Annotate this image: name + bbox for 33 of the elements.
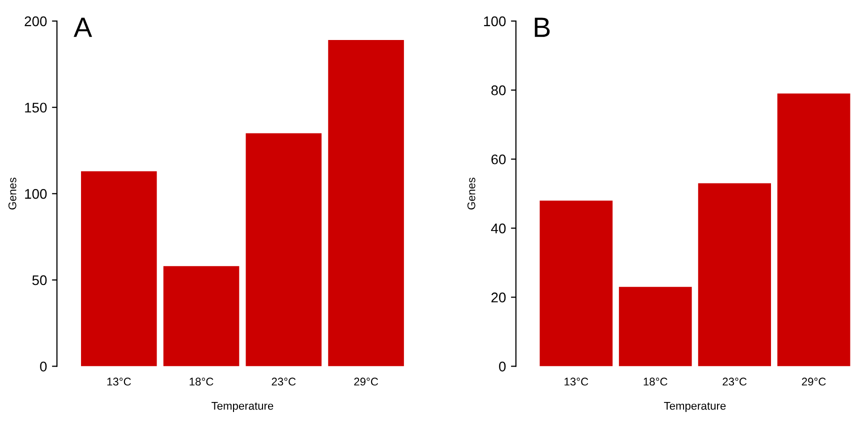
y-axis-title: Genes [467, 178, 476, 210]
y-tick-label: 80 [491, 85, 506, 96]
x-tick-label: 29°C [354, 378, 378, 386]
chart-title: B [534, 18, 550, 37]
y-tick-label: 150 [25, 102, 47, 113]
x-tick-label: 18°C [644, 378, 668, 386]
bar [698, 183, 772, 366]
y-tick-label: 100 [25, 188, 47, 199]
bar [81, 171, 157, 366]
y-axis-title: Genes [8, 178, 16, 210]
y-tick-label: 40 [491, 224, 506, 234]
x-axis-title: Temperature [664, 402, 726, 412]
bar [328, 40, 404, 366]
y-tick-label: 100 [484, 16, 506, 26]
bar [246, 133, 322, 366]
y-tick-label: 60 [491, 154, 506, 164]
x-tick-label: 13°C [564, 378, 588, 386]
x-tick-label: 18°C [190, 378, 214, 386]
bar [163, 266, 240, 366]
x-tick-label: 23°C [272, 378, 296, 386]
x-axis-title: Temperature [212, 402, 274, 412]
chart-title: A [74, 18, 92, 37]
x-tick-label: 13°C [107, 378, 131, 386]
y-tick-label: 20 [491, 292, 506, 302]
y-tick-label: 50 [32, 275, 47, 286]
bar [618, 286, 692, 366]
x-tick-label: 23°C [722, 378, 747, 386]
y-tick-label: 200 [24, 16, 47, 26]
bar [540, 200, 613, 366]
y-tick-label: 0 [499, 362, 506, 372]
x-tick-label: 29°C [802, 378, 826, 386]
bar [777, 94, 850, 366]
y-tick-label: 0 [40, 362, 47, 372]
